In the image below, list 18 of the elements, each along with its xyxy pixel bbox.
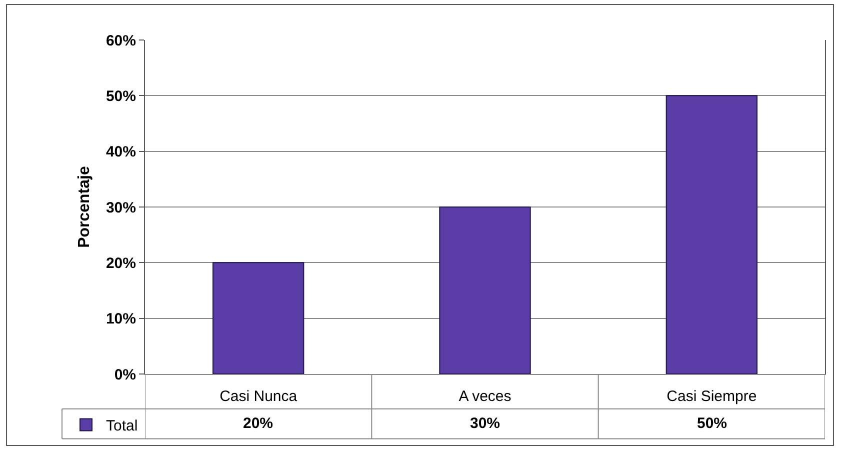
y-tick-label: 30%	[106, 199, 136, 216]
y-axis-title: Porcentaje	[76, 166, 93, 248]
x-tick-label: Casi Nunca	[220, 388, 298, 405]
legend-label: Total	[106, 418, 138, 435]
bar	[439, 206, 531, 374]
y-tick-label: 20%	[106, 254, 136, 272]
x-tick-label: A veces	[458, 388, 512, 405]
data-label: 20%	[243, 415, 274, 432]
y-tick-label: 10%	[106, 310, 136, 328]
bar	[666, 95, 758, 374]
bar	[212, 262, 304, 374]
y-tick-label: 0%	[114, 366, 136, 384]
y-tick-label: 40%	[106, 144, 136, 161]
y-tick-label: 60%	[106, 32, 136, 50]
data-label: 30%	[470, 415, 500, 432]
y-tick-label: 50%	[106, 88, 136, 105]
x-tick-label: Casi Siempre	[666, 388, 757, 405]
data-label: 50%	[697, 415, 728, 432]
